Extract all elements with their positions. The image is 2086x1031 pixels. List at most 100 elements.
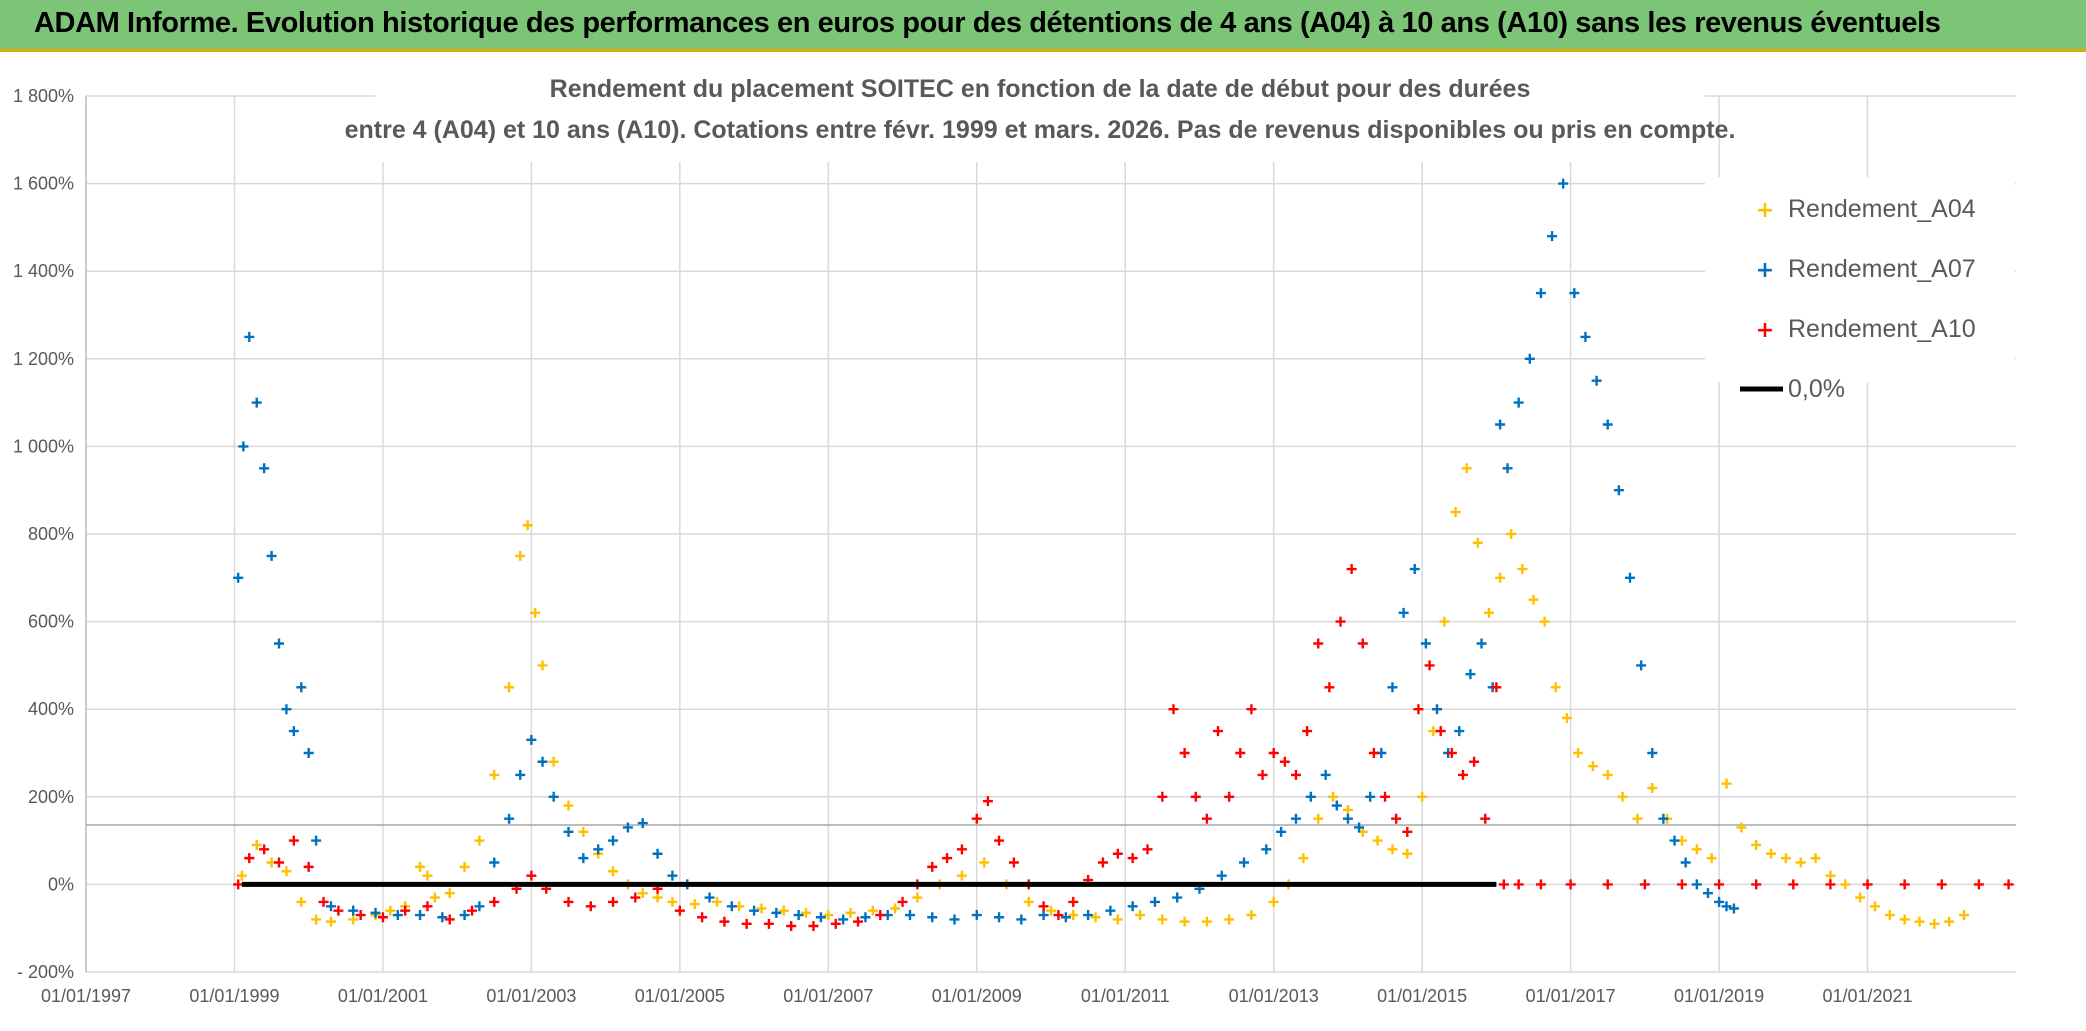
point-a04 (1825, 870, 1836, 881)
point-a04 (563, 800, 574, 811)
point-a04 (1461, 463, 1472, 474)
point-a07 (593, 844, 604, 855)
point-a07 (1083, 910, 1094, 921)
point-a10 (1380, 791, 1391, 802)
point-a04 (1647, 783, 1658, 794)
point-a10 (1676, 879, 1687, 890)
point-a07 (1465, 669, 1476, 680)
point-a04 (1090, 912, 1101, 923)
point-a10 (1157, 791, 1168, 802)
x-tick-label: 01/01/2007 (783, 986, 873, 1006)
point-a07 (637, 818, 648, 829)
point-a04 (578, 826, 589, 837)
point-a10 (1302, 726, 1313, 737)
point-a04 (1506, 529, 1517, 539)
point-a10 (563, 896, 574, 907)
point-a07 (1728, 903, 1739, 914)
point-a10 (1491, 682, 1502, 693)
point-a04 (1179, 916, 1190, 927)
point-a10 (400, 905, 411, 916)
point-a04 (1157, 914, 1168, 925)
point-a07 (1354, 822, 1365, 833)
point-a04 (1855, 892, 1866, 903)
point-a10 (1535, 879, 1546, 890)
point-a04 (459, 861, 470, 872)
point-a10 (444, 914, 455, 925)
scatter-chart: - 200% 0% 200% 400% 600% 800% 1 000% 1 200% 1 40… (0, 52, 2086, 1031)
legend-label-a10: Rendement_A10 (1788, 315, 1976, 343)
point-a07 (652, 848, 663, 859)
point-a04 (823, 910, 834, 921)
point-a10 (1435, 726, 1446, 737)
point-a10 (1190, 791, 1201, 802)
point-a07 (578, 853, 589, 864)
point-a10 (830, 918, 841, 929)
y-tick-label: 400% (28, 699, 74, 719)
point-a10 (994, 835, 1005, 846)
point-a04 (1736, 822, 1747, 833)
point-a10 (741, 918, 752, 929)
point-a07 (311, 835, 322, 846)
title-background (375, 62, 1705, 162)
point-a04 (1706, 853, 1717, 864)
point-a04 (1914, 916, 1925, 927)
point-a04 (1691, 844, 1702, 855)
point-a07 (1669, 835, 1680, 846)
point-a07 (474, 901, 485, 912)
point-a10 (1480, 813, 1491, 824)
point-a07 (274, 638, 284, 649)
point-a10 (674, 905, 685, 916)
point-a07 (233, 572, 244, 583)
point-a10 (1112, 848, 1123, 859)
point-a07 (526, 734, 537, 745)
point-a07 (1502, 463, 1513, 474)
point-a04 (515, 550, 526, 561)
point-a07 (515, 769, 526, 780)
point-a04 (608, 866, 619, 877)
point-a10 (1357, 638, 1368, 649)
point-a10 (1862, 879, 1873, 890)
point-a04 (1313, 813, 1324, 824)
point-a10 (1899, 879, 1910, 890)
x-tick-label: 01/01/2009 (932, 986, 1022, 1006)
legend-label-a07: Rendement_A07 (1788, 255, 1976, 283)
point-a07 (1038, 910, 1049, 921)
point-a04 (637, 888, 648, 899)
legend-label-a04: Rendement_A04 (1788, 195, 1976, 223)
x-axis: 01/01/1997 01/01/1999 01/01/2001 01/01/2003… (41, 986, 1913, 1006)
point-a10 (1639, 879, 1650, 890)
point-a10 (244, 853, 255, 864)
point-a07 (667, 870, 678, 881)
point-a04 (429, 892, 440, 903)
point-a10 (355, 910, 366, 921)
x-tick-label: 01/01/1997 (41, 986, 131, 1006)
point-a10 (927, 861, 938, 872)
point-a10 (1097, 857, 1108, 868)
point-a04 (474, 835, 485, 846)
point-a10 (897, 896, 908, 907)
point-a10 (1457, 769, 1468, 780)
point-a07 (1016, 914, 1027, 925)
point-a10 (1602, 879, 1613, 890)
point-a10 (1513, 879, 1524, 890)
point-a04 (1298, 853, 1309, 864)
point-a10 (1565, 879, 1576, 890)
point-a07 (1105, 905, 1116, 916)
point-a07 (1454, 726, 1465, 737)
point-a04 (1539, 616, 1550, 627)
chart-title-line1: Rendement du placement SOITEC en fonctio… (550, 75, 1531, 103)
point-a04 (845, 907, 856, 918)
point-a07 (1680, 857, 1691, 868)
point-a10 (233, 879, 244, 890)
point-a04 (251, 839, 262, 850)
point-a10 (422, 901, 433, 912)
point-a07 (238, 441, 249, 452)
point-a07 (1495, 419, 1506, 430)
legend: + Rendement_A04 + Rendement_A07 + Rendem… (1705, 177, 2015, 403)
point-a07 (1216, 870, 1227, 881)
point-a04 (1402, 848, 1413, 859)
point-a07 (815, 912, 826, 923)
point-a04 (1751, 839, 1762, 850)
y-tick-label: 1 400% (13, 261, 74, 281)
point-a10 (1936, 879, 1947, 890)
